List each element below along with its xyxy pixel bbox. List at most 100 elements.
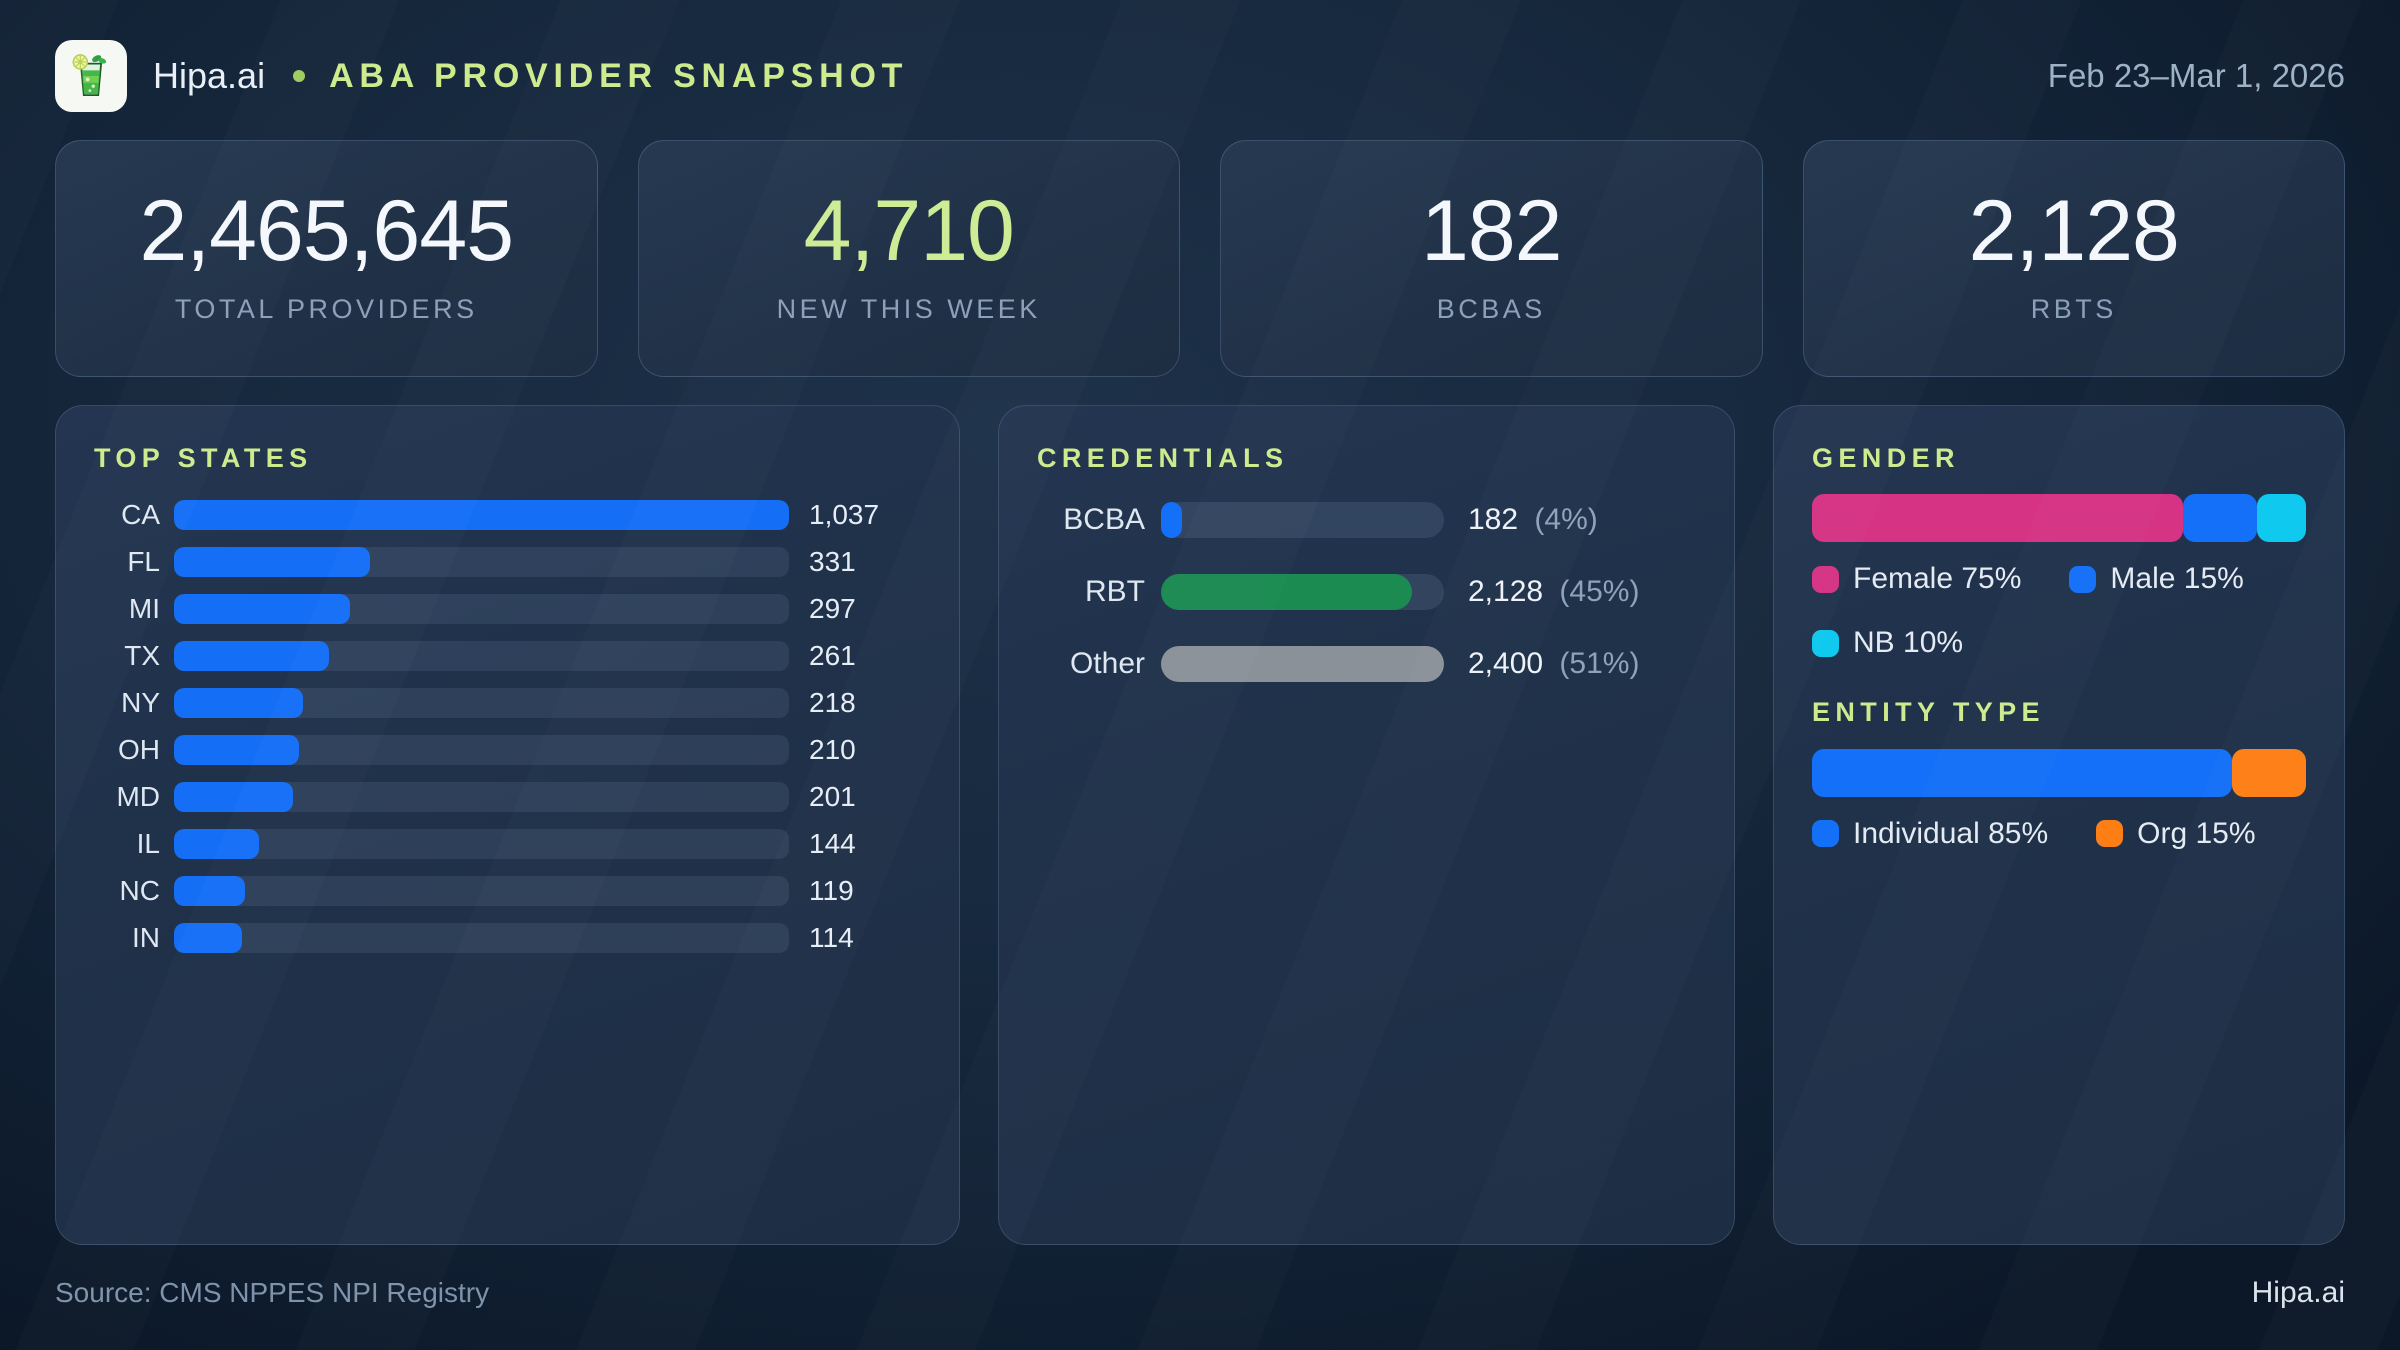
legend-swatch-icon [2069, 565, 2097, 593]
state-value: 297 [809, 593, 856, 625]
state-label: NY [121, 687, 160, 719]
stat-card: 2,465,645 TOTAL PROVIDERS [55, 140, 598, 377]
legend-item: Org 15% [2096, 813, 2256, 855]
stat-value: 2,465,645 [139, 183, 514, 279]
stats-row: 2,465,645 TOTAL PROVIDERS 4,710 NEW THIS… [55, 140, 2345, 377]
legend-item: Individual 85% [1812, 813, 2048, 855]
gender-stacked-bar [1812, 494, 2306, 543]
source-note: Source: CMS NPPES NPI Registry [55, 1276, 490, 1308]
state-label: IL [136, 828, 160, 860]
credential-percent: (45%) [1559, 575, 1640, 609]
credential-label: BCBA [1063, 503, 1145, 537]
state-value: 218 [809, 687, 856, 719]
state-label: OH [118, 734, 160, 766]
credential-bar-fill [1161, 646, 1444, 683]
legend-label: Male 15% [2110, 562, 2244, 596]
gender-legend: Female 75% Male 15% NB 10% [1812, 558, 2306, 664]
state-row: NY 218 [94, 687, 921, 719]
state-bar-track [174, 688, 789, 719]
bar-segment [2182, 494, 2257, 543]
stat-value: 2,128 [1968, 183, 2180, 279]
legend-item: Female 75% [1812, 558, 2021, 600]
legend-item: NB 10% [1812, 622, 1963, 664]
stat-label: NEW THIS WEEK [776, 294, 1041, 324]
credential-row: BCBA 182 (4%) [1037, 502, 1696, 539]
legend-swatch-icon [1812, 629, 1839, 657]
state-row: CA 1,037 [94, 499, 921, 531]
state-row: MD 201 [94, 781, 921, 813]
credential-bar-fill [1161, 574, 1412, 611]
panel-demographics: GENDER Female 75% Male 15% NB 10% ENTITY… [1773, 405, 2345, 1245]
legend-label: Individual 85% [1853, 816, 2049, 850]
state-label: FL [127, 546, 160, 578]
top-states-rows: CA 1,037 FL 331 MI 297 TX 261 NY 218 OH [94, 499, 921, 954]
legend-swatch-icon [1812, 565, 1839, 593]
state-bar-fill [174, 547, 371, 578]
state-bar-track [174, 923, 789, 954]
bar-segment [1812, 494, 2183, 543]
legend-label: Org 15% [2137, 816, 2256, 850]
footer: Source: CMS NPPES NPI Registry Hipa.ai [55, 1245, 2345, 1350]
panel-title-credentials: CREDENTIALS [1037, 443, 1289, 473]
credential-count: 2,128 [1468, 575, 1552, 609]
credential-percent: (51%) [1559, 647, 1640, 681]
credential-count: 2,400 [1468, 647, 1552, 681]
state-bar-fill [174, 735, 299, 766]
credential-bar-track [1161, 646, 1444, 683]
brand-name: Hipa.ai [153, 55, 266, 96]
header-bar: Hipa.ai ABA PROVIDER SNAPSHOT Feb 23–Mar… [55, 34, 2345, 118]
credential-label: Other [1069, 647, 1145, 681]
credential-row: RBT 2,128 (45%) [1037, 574, 1696, 611]
state-value: 331 [809, 546, 856, 578]
stat-card: 2,128 RBTS [1802, 140, 2345, 377]
state-label: TX [124, 640, 160, 672]
entity-legend: Individual 85% Org 15% [1812, 813, 2306, 855]
state-value: 261 [809, 640, 856, 672]
state-bar-fill [174, 829, 260, 860]
stat-label: RBTS [2030, 294, 2117, 324]
state-value: 1,037 [809, 499, 880, 531]
state-value: 119 [809, 875, 854, 907]
state-bar-track [174, 876, 789, 907]
credential-value: 182 (4%) [1468, 503, 1598, 537]
dot-separator-icon [293, 70, 306, 82]
panel-top-states: TOP STATES CA 1,037 FL 331 MI 297 TX 261… [55, 405, 960, 1245]
state-bar-fill [174, 594, 351, 625]
bar-segment [1812, 748, 2232, 797]
state-value: 144 [809, 828, 856, 860]
legend-label: NB 10% [1853, 626, 1964, 660]
state-value: 114 [809, 922, 854, 954]
state-row: IN 114 [94, 922, 921, 954]
state-bar-fill [174, 688, 304, 719]
stat-value: 4,710 [803, 183, 1015, 279]
legend-item: Male 15% [2069, 558, 2244, 600]
state-row: IL 144 [94, 828, 921, 860]
state-bar-track [174, 500, 789, 531]
credential-label: RBT [1085, 575, 1145, 609]
credential-bar-fill [1161, 502, 1183, 539]
entity-stacked-bar [1812, 748, 2306, 797]
state-row: TX 261 [94, 640, 921, 672]
stat-label: TOTAL PROVIDERS [174, 294, 478, 324]
credential-row: Other 2,400 (51%) [1037, 646, 1696, 683]
state-bar-fill [174, 782, 294, 813]
panel-title-top-states: TOP STATES [94, 443, 313, 473]
legend-label: Female 75% [1853, 562, 2022, 596]
panel-title-gender: GENDER [1812, 443, 1960, 473]
stat-card: 4,710 NEW THIS WEEK [637, 140, 1180, 377]
state-row: OH 210 [94, 734, 921, 766]
credential-value: 2,400 (51%) [1468, 647, 1639, 681]
state-bar-fill [174, 641, 329, 672]
bar-segment [2256, 494, 2306, 543]
date-range: Feb 23–Mar 1, 2026 [2047, 57, 2345, 94]
state-bar-track [174, 594, 789, 625]
bar-segment [2231, 748, 2306, 797]
state-label: MD [116, 781, 160, 813]
state-row: MI 297 [94, 593, 921, 625]
credential-percent: (4%) [1534, 503, 1598, 537]
state-bar-fill [174, 923, 242, 954]
state-bar-track [174, 735, 789, 766]
state-value: 210 [809, 734, 856, 766]
